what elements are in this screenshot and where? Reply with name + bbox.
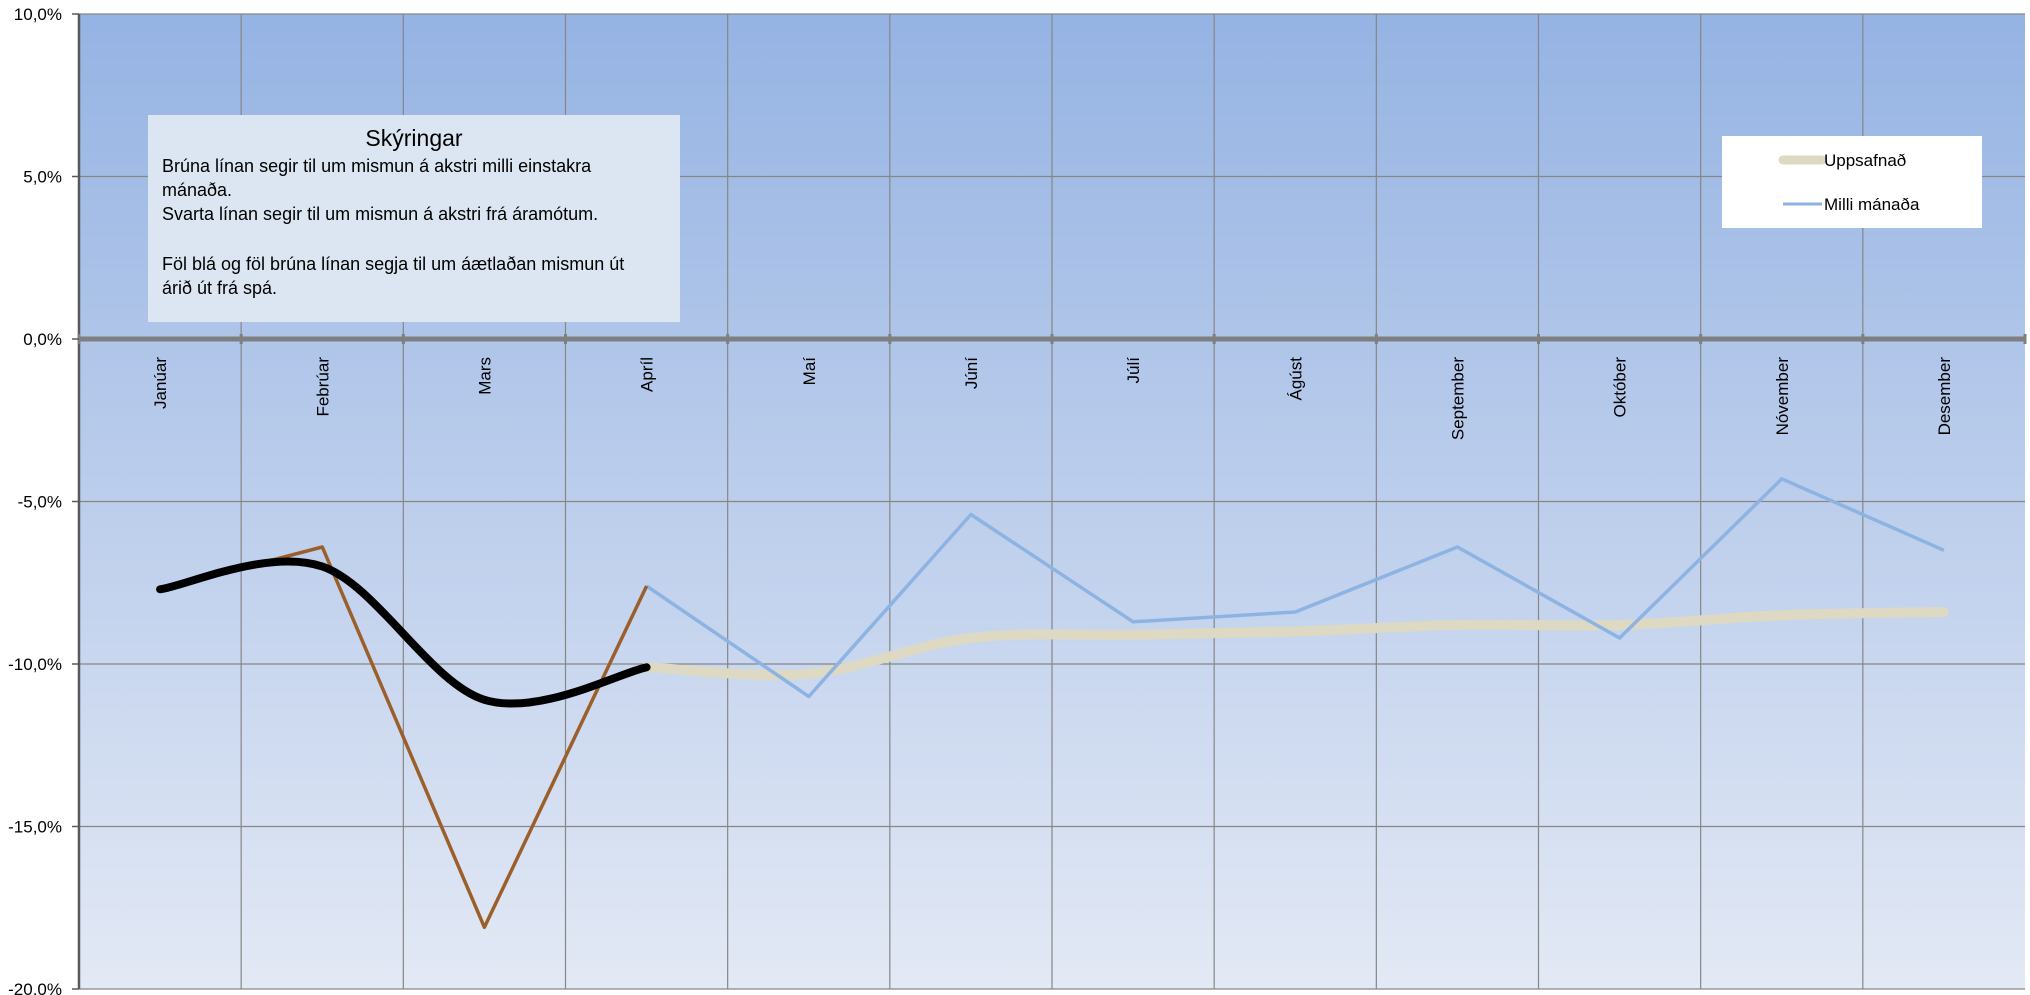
- x-tick-label: Desember: [1935, 357, 1954, 436]
- legend-background: [1722, 136, 1982, 228]
- x-tick-label: Febrúar: [313, 357, 332, 417]
- annotation-line-3: Svarta línan segir til um mismun á akstr…: [162, 204, 598, 224]
- y-tick-label: -15,0%: [8, 818, 62, 837]
- y-tick-label: 10,0%: [14, 5, 62, 24]
- y-tick-label: 5,0%: [23, 168, 62, 187]
- x-tick-label: Júní: [962, 357, 981, 389]
- x-tick-label: Mars: [475, 357, 494, 395]
- annotation-box: Skýringar Brúna línan segir til um mismu…: [148, 115, 680, 322]
- x-tick-label: Apríl: [638, 357, 657, 392]
- annotation-line-1: Brúna línan segir til um mismun á akstri…: [162, 156, 592, 176]
- series-line-uppsafnad: [641, 607, 1949, 681]
- legend-label-milli-manada: Milli mánaða: [1824, 195, 1920, 214]
- y-tick-label: -10,0%: [8, 655, 62, 674]
- annotation-line-2: mánaða.: [162, 180, 232, 200]
- x-tick-label: Janúar: [151, 357, 170, 409]
- annotation-title: Skýringar: [365, 125, 462, 151]
- x-tick-label: Nóvember: [1773, 357, 1792, 436]
- y-tick-label: 0,0%: [23, 330, 62, 349]
- y-tick-label: -20,0%: [8, 980, 62, 995]
- x-tick-label: Ágúst: [1286, 357, 1305, 401]
- y-axis-tick-labels: 10,0% 5,0% 0,0% -5,0% -10,0% -15,0% -20,0%: [8, 5, 79, 995]
- x-axis-tick-labels: Janúar Febrúar Mars Apríl Maí Júní Júlí Ágúst Se…: [151, 357, 1954, 441]
- x-tick-label: Maí: [800, 357, 819, 386]
- series-line-milli-manada: [645, 477, 1945, 699]
- annotation-line-6: árið út frá spá.: [162, 278, 277, 298]
- legend: Uppsafnað Milli mánaða: [1722, 136, 1982, 228]
- x-tick-label: Júlí: [1124, 357, 1143, 384]
- annotation-line-5: Föl blá og föl brúna línan segja til um …: [162, 254, 624, 274]
- category-axis-ticks: [77, 334, 2027, 344]
- x-tick-label: September: [1448, 357, 1467, 440]
- series-line-black-actual: [156, 557, 651, 708]
- y-tick-label: -5,0%: [18, 493, 62, 512]
- annotation-background: [148, 115, 680, 322]
- legend-label-uppsafnad: Uppsafnað: [1824, 151, 1906, 170]
- x-tick-label: Október: [1611, 357, 1630, 418]
- series-layer: [156, 477, 1949, 930]
